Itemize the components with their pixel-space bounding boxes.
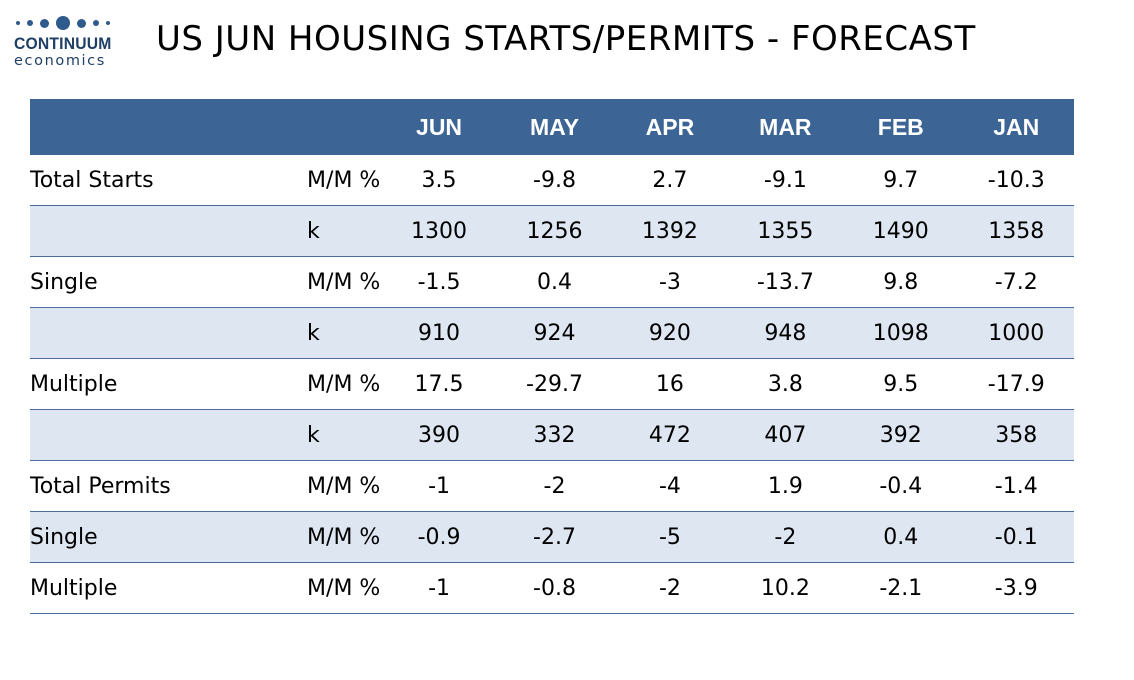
- column-header: MAR: [727, 99, 844, 155]
- table-cell: -0.4: [843, 460, 959, 512]
- table-cell: 358: [958, 409, 1074, 461]
- row-label: [30, 307, 308, 359]
- table-cell: -1.5: [381, 256, 497, 308]
- table-cell: -3.9: [958, 562, 1074, 614]
- table-cell: 9.7: [843, 155, 959, 206]
- table-row: Total Permits M/M % -1 -2 -4 1.9 -0.4 -1.4: [30, 460, 1074, 512]
- row-label: Multiple: [30, 358, 308, 410]
- row-label: Single: [30, 256, 308, 308]
- header-label-blank: [30, 99, 308, 155]
- table-cell: -2.1: [843, 562, 959, 614]
- row-label: Single: [30, 511, 308, 563]
- table-cell: 407: [727, 409, 844, 461]
- table-row: Multiple M/M % -1 -0.8 -2 10.2 -2.1 -3.9: [30, 562, 1074, 614]
- table-cell: 920: [612, 307, 728, 359]
- table-cell: -9.8: [496, 155, 613, 206]
- table-row: Total Starts M/M % 3.5 -9.8 2.7 -9.1 9.7 -10.3: [30, 155, 1074, 206]
- column-header: MAY: [496, 99, 613, 155]
- header-unit-blank: [307, 99, 382, 155]
- table-cell: 1.9: [727, 460, 844, 512]
- table-cell: 1358: [958, 205, 1074, 257]
- table-cell: 910: [381, 307, 497, 359]
- table-cell: -2: [496, 460, 613, 512]
- table-cell: -13.7: [727, 256, 844, 308]
- table-cell: -1.4: [958, 460, 1074, 512]
- table-cell: -0.9: [381, 511, 497, 563]
- column-header: JAN: [958, 99, 1074, 155]
- row-unit: M/M %: [307, 511, 382, 563]
- table-cell: 332: [496, 409, 613, 461]
- table-cell: 1300: [381, 205, 497, 257]
- table-row: k 390 332 472 407 392 358: [30, 409, 1074, 461]
- row-unit: M/M %: [307, 460, 382, 512]
- logo-subtitle: economics: [14, 53, 106, 69]
- table-cell: -2: [612, 562, 728, 614]
- table-cell: -2: [727, 511, 844, 563]
- row-unit: M/M %: [307, 562, 382, 614]
- table-cell: 392: [843, 409, 959, 461]
- row-label: Multiple: [30, 562, 308, 614]
- row-unit: M/M %: [307, 155, 382, 206]
- table-cell: -17.9: [958, 358, 1074, 410]
- table-row: k 1300 1256 1392 1355 1490 1358: [30, 205, 1074, 257]
- table-cell: 9.5: [843, 358, 959, 410]
- table-row: Single M/M % -0.9 -2.7 -5 -2 0.4 -0.1: [30, 511, 1074, 563]
- table-cell: 0.4: [843, 511, 959, 563]
- table-header-row: JUN MAY APR MAR FEB JAN: [30, 99, 1074, 155]
- table-body: Total Starts M/M % 3.5 -9.8 2.7 -9.1 9.7 -10.3 k…: [30, 155, 1074, 614]
- table-cell: -1: [381, 460, 497, 512]
- row-unit: M/M %: [307, 358, 382, 410]
- row-unit: k: [307, 307, 382, 359]
- table-cell: 1490: [843, 205, 959, 257]
- table-cell: 1000: [958, 307, 1074, 359]
- table-cell: 3.8: [727, 358, 844, 410]
- table-cell: 1355: [727, 205, 844, 257]
- table-cell: -3: [612, 256, 728, 308]
- table-cell: 3.5: [381, 155, 497, 206]
- table-cell: -1: [381, 562, 497, 614]
- forecast-table: JUN MAY APR MAR FEB JAN Total Starts M/M % 3.5-…: [30, 99, 1074, 614]
- table-cell: 1256: [496, 205, 613, 257]
- row-label: [30, 409, 308, 461]
- table-cell: -2.7: [496, 511, 613, 563]
- row-unit: k: [307, 205, 382, 257]
- row-label: Total Starts: [30, 155, 308, 206]
- column-header: APR: [612, 99, 728, 155]
- table-cell: -0.1: [958, 511, 1074, 563]
- table-cell: 1392: [612, 205, 728, 257]
- table-cell: -7.2: [958, 256, 1074, 308]
- table-cell: 0.4: [496, 256, 613, 308]
- table-cell: -5: [612, 511, 728, 563]
- company-logo: CONTINUUM economics: [14, 14, 134, 69]
- table-cell: 472: [612, 409, 728, 461]
- table-cell: 390: [381, 409, 497, 461]
- column-header: JUN: [381, 99, 497, 155]
- table-cell: 1098: [843, 307, 959, 359]
- table-cell: -0.8: [496, 562, 613, 614]
- table-cell: 17.5: [381, 358, 497, 410]
- row-unit: k: [307, 409, 382, 461]
- row-label: [30, 205, 308, 257]
- table-row: k 910 924 920 948 1098 1000: [30, 307, 1074, 359]
- table-row: Multiple M/M % 17.5 -29.7 16 3.8 9.5 -17.9: [30, 358, 1074, 410]
- table-cell: 10.2: [727, 562, 844, 614]
- table-cell: -10.3: [958, 155, 1074, 206]
- table-cell: 16: [612, 358, 728, 410]
- column-header: FEB: [843, 99, 959, 155]
- table-cell: 2.7: [612, 155, 728, 206]
- logo-dots-icon: [14, 14, 134, 32]
- table-cell: -29.7: [496, 358, 613, 410]
- table-cell: 924: [496, 307, 613, 359]
- row-label: Total Permits: [30, 460, 308, 512]
- table-cell: -9.1: [727, 155, 844, 206]
- table-cell: 9.8: [843, 256, 959, 308]
- table-row: Single M/M % -1.5 0.4 -3 -13.7 9.8 -7.2: [30, 256, 1074, 308]
- logo-wordmark: CONTINUUM: [14, 35, 112, 53]
- row-unit: M/M %: [307, 256, 382, 308]
- page-title: US JUN HOUSING STARTS/PERMITS - FORECAST: [156, 19, 976, 59]
- table-cell: 948: [727, 307, 844, 359]
- table-cell: -4: [612, 460, 728, 512]
